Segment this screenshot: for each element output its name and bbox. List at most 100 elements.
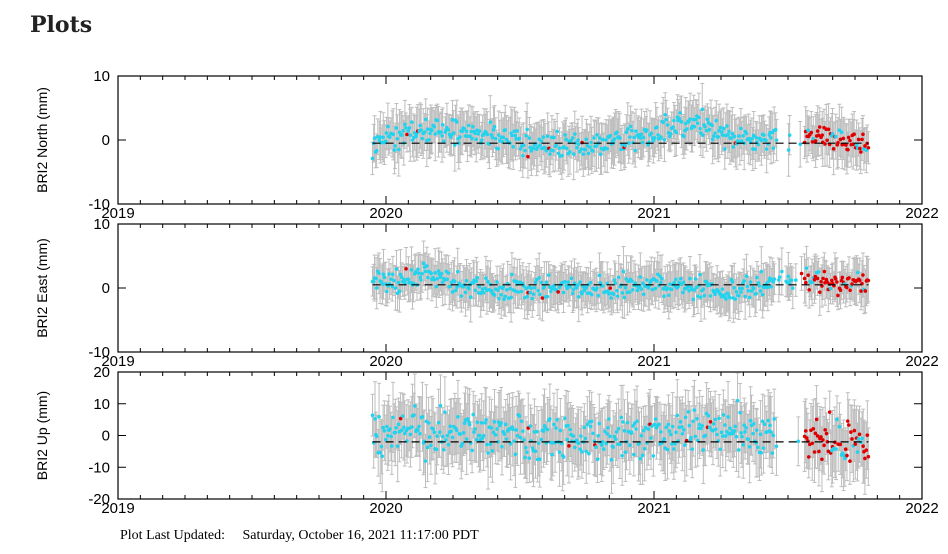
data-point	[476, 132, 481, 136]
data-point	[475, 275, 480, 280]
data-point	[760, 292, 765, 297]
data-point	[837, 128, 842, 132]
data-point-red	[820, 133, 824, 137]
data-point	[665, 286, 670, 290]
data-point	[385, 289, 389, 294]
data-point	[724, 297, 728, 301]
data-point	[429, 271, 433, 276]
data-point	[623, 285, 628, 290]
data-point	[571, 287, 576, 292]
data-point	[578, 280, 583, 284]
data-point-red	[866, 145, 871, 150]
data-point	[698, 126, 702, 131]
data-point	[530, 296, 535, 301]
data-point	[732, 285, 737, 290]
data-point	[539, 139, 544, 143]
data-point	[640, 140, 645, 145]
data-point	[864, 148, 869, 152]
data-point	[769, 284, 774, 289]
data-point	[398, 272, 403, 277]
data-point	[804, 266, 809, 270]
data-point	[514, 279, 518, 284]
data-point	[417, 271, 421, 275]
data-point	[733, 297, 738, 301]
data-point	[692, 288, 697, 292]
page-title: Plots	[30, 12, 93, 38]
data-point	[632, 135, 636, 140]
data-point	[771, 146, 776, 150]
data-point	[460, 129, 465, 134]
data-point	[651, 138, 656, 143]
data-point-red	[840, 275, 845, 280]
data-point	[638, 136, 643, 140]
data-point	[454, 120, 459, 124]
data-point	[439, 130, 443, 134]
data-point	[579, 147, 584, 151]
data-point	[711, 134, 716, 138]
data-point	[668, 132, 673, 136]
data-point	[450, 290, 455, 294]
data-point	[769, 136, 773, 140]
data-point	[607, 292, 611, 296]
data-point	[587, 145, 592, 149]
data-point-red	[802, 276, 807, 281]
data-point	[446, 128, 451, 132]
data-point	[432, 124, 437, 129]
data-point-red	[817, 125, 822, 129]
data-point	[386, 124, 390, 129]
data-point	[467, 286, 471, 291]
data-point	[384, 131, 389, 135]
data-point	[613, 281, 618, 286]
data-point	[525, 127, 529, 132]
data-point	[584, 285, 589, 290]
data-point	[757, 284, 762, 288]
data-point-red	[852, 132, 856, 137]
data-point	[419, 128, 423, 132]
data-point	[707, 127, 712, 132]
data-point	[372, 136, 377, 141]
data-point	[790, 286, 795, 290]
data-point	[419, 278, 423, 282]
data-point	[634, 129, 638, 134]
data-point	[409, 120, 414, 124]
data-point	[576, 295, 581, 299]
data-point	[700, 107, 705, 112]
data-point	[663, 113, 668, 117]
data-point	[425, 127, 430, 131]
plot-panel-2: -10 0 10 2019 2020 2021 2022 BRI2 East (mm)	[34, 216, 939, 370]
data-point	[608, 133, 613, 138]
data-point	[649, 131, 654, 136]
data-point	[659, 280, 663, 285]
data-point	[828, 286, 833, 291]
data-point	[564, 137, 568, 142]
data-point	[652, 136, 657, 140]
data-point-red	[856, 137, 861, 142]
data-point	[597, 273, 602, 278]
data-point	[394, 126, 399, 130]
data-point	[392, 148, 397, 152]
data-point	[639, 132, 644, 137]
data-point	[371, 279, 376, 284]
data-point-red	[405, 132, 409, 137]
data-point	[764, 138, 768, 143]
data-point	[448, 284, 453, 289]
data-point-red	[821, 276, 825, 281]
data-point	[686, 284, 690, 289]
data-point	[654, 279, 659, 283]
data-point	[455, 285, 459, 289]
data-point	[545, 294, 550, 299]
data-point	[798, 142, 803, 147]
data-point	[683, 121, 688, 126]
data-point	[470, 136, 474, 141]
data-point	[624, 130, 629, 135]
data-point	[754, 135, 758, 140]
data-point	[703, 124, 707, 129]
data-point	[374, 286, 379, 290]
data-point	[656, 133, 660, 137]
data-point	[572, 132, 577, 136]
data-point-red	[825, 138, 829, 143]
data-point	[577, 149, 582, 154]
y-axis-label: BRI2 North (mm)	[34, 87, 50, 193]
data-point	[509, 295, 513, 300]
data-point-red	[812, 277, 817, 282]
